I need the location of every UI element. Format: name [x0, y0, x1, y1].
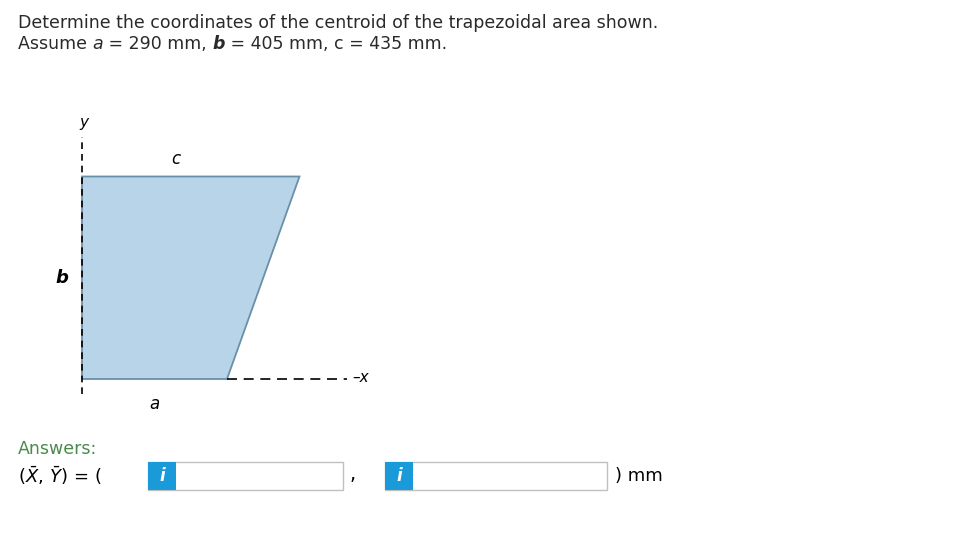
Text: Answers:: Answers:: [18, 440, 98, 458]
Text: c: c: [171, 151, 181, 169]
FancyBboxPatch shape: [148, 462, 176, 490]
Polygon shape: [82, 176, 299, 379]
FancyBboxPatch shape: [385, 462, 413, 490]
Text: a: a: [93, 35, 103, 53]
Text: = 290 mm,: = 290 mm,: [103, 35, 213, 53]
Text: b: b: [56, 269, 69, 287]
Text: Determine the coordinates of the centroid of the trapezoidal area shown.: Determine the coordinates of the centroi…: [18, 14, 658, 32]
FancyBboxPatch shape: [148, 462, 343, 490]
Text: ) mm: ) mm: [615, 467, 663, 485]
Text: a: a: [150, 395, 159, 413]
Text: y: y: [79, 115, 89, 131]
Text: i: i: [159, 467, 165, 485]
Text: b: b: [213, 35, 225, 53]
Text: = 405 mm, c = 435 mm.: = 405 mm, c = 435 mm.: [225, 35, 447, 53]
Text: –x: –x: [352, 369, 369, 385]
Text: Assume: Assume: [18, 35, 93, 53]
FancyBboxPatch shape: [385, 462, 607, 490]
Text: ,: ,: [350, 465, 356, 484]
Text: i: i: [396, 467, 402, 485]
Text: $(\bar{X},\,\bar{Y})$ = (: $(\bar{X},\,\bar{Y})$ = (: [18, 465, 101, 487]
